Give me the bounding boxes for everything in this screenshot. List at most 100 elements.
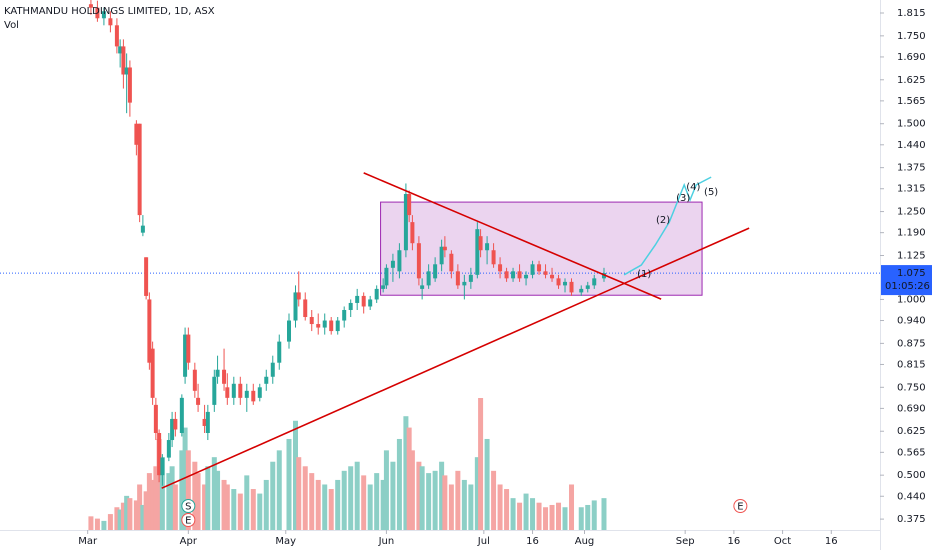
volume-bar	[276, 450, 282, 530]
candle-body	[410, 222, 415, 244]
candle-body	[543, 271, 548, 275]
candle-body	[124, 67, 129, 75]
volume-bar	[517, 502, 523, 530]
candle-body	[403, 194, 408, 251]
y-tick-label: 1.500	[897, 119, 926, 130]
candle-body	[355, 295, 360, 303]
volume-bar	[140, 504, 146, 530]
y-tick-label: 0.500	[897, 470, 926, 481]
volume-bar	[396, 438, 402, 530]
volume-bar	[543, 507, 549, 530]
volume-bar	[309, 473, 315, 530]
volume-bar	[146, 473, 152, 530]
candle-body	[455, 271, 460, 286]
event-label: E	[737, 502, 743, 513]
candle-body	[134, 123, 139, 145]
volume-bar	[426, 473, 432, 530]
volume-bar	[409, 450, 415, 530]
volume-bar	[348, 466, 354, 530]
candle-body	[137, 123, 142, 216]
volume-bar	[137, 484, 143, 530]
volume-bar	[117, 509, 123, 530]
candle-body	[537, 264, 542, 272]
volume-bar	[419, 466, 425, 530]
x-tick-label: Aug	[575, 536, 595, 547]
trend-line	[161, 227, 750, 489]
candle-body	[150, 348, 155, 398]
y-tick-label: 1.815	[897, 8, 926, 19]
candle-body	[202, 418, 207, 426]
volume-bar	[120, 502, 126, 530]
candle-body	[335, 320, 340, 332]
wave-label: (5)	[704, 187, 718, 198]
candle-body	[183, 334, 188, 377]
x-tick-label: May	[275, 536, 296, 547]
x-tick-label: Mar	[78, 536, 98, 547]
volume-bar	[296, 457, 302, 530]
candle-body	[303, 299, 308, 318]
candle-body	[348, 302, 353, 310]
y-tick-label: 1.625	[897, 75, 926, 86]
volume-bar	[448, 484, 454, 530]
volume-bar	[292, 420, 298, 530]
y-tick-label: 1.315	[897, 184, 926, 195]
volume-bar	[341, 470, 347, 530]
volume-bar	[523, 493, 529, 530]
volume-bar	[380, 479, 386, 530]
volume-bar	[549, 504, 555, 530]
x-tick-label: Jun	[378, 536, 395, 547]
candle-body	[186, 334, 191, 363]
candle-body	[144, 257, 149, 296]
candle-body	[88, 4, 93, 8]
volume-bar	[478, 398, 484, 530]
candle-body	[160, 457, 165, 476]
volume-bar	[536, 502, 542, 530]
volume-bar	[215, 470, 221, 530]
volume-bar	[257, 493, 263, 530]
candle-body	[420, 285, 425, 289]
volume-bar	[169, 466, 175, 530]
volume-bar	[270, 461, 276, 530]
candle-body	[368, 299, 373, 307]
volume-bar	[231, 489, 237, 530]
x-tick-label: 16	[728, 536, 741, 547]
candle-body	[101, 11, 106, 19]
plot-area	[0, 0, 880, 530]
y-tick-label: 1.440	[897, 140, 926, 151]
candle-body	[264, 376, 269, 384]
candle-body	[475, 229, 480, 275]
candle-body	[433, 264, 438, 279]
candle-body	[244, 390, 249, 398]
volume-bar	[94, 518, 100, 530]
volume-bar	[192, 461, 198, 530]
volume-bar	[127, 498, 133, 530]
candle-body	[361, 295, 366, 307]
x-tick-label: Apr	[180, 536, 198, 547]
volume-bar	[439, 461, 445, 530]
volume-bar	[354, 461, 360, 530]
event-marker	[181, 513, 196, 527]
y-tick-label: 1.250	[897, 207, 926, 218]
volume-bar	[101, 520, 107, 530]
event-label: E	[185, 516, 191, 527]
candle-body	[579, 288, 584, 293]
candle-body	[257, 387, 262, 398]
candle-body	[550, 274, 555, 279]
candle-body	[491, 250, 496, 265]
candle-body	[225, 387, 230, 398]
volume-bar	[491, 470, 497, 530]
volume-bar	[221, 479, 227, 530]
volume-bar	[390, 461, 396, 530]
volume-bar	[510, 498, 516, 530]
candle-body	[170, 418, 175, 441]
volume-bar	[237, 493, 243, 530]
volume-bar	[569, 484, 575, 530]
y-tick-label: 0.565	[897, 447, 926, 458]
volume-bar	[205, 466, 211, 530]
candle-body	[127, 67, 132, 103]
volume-bar	[484, 438, 490, 530]
candle-body	[296, 292, 301, 300]
candle-body	[381, 285, 386, 289]
trend-line	[363, 172, 662, 300]
